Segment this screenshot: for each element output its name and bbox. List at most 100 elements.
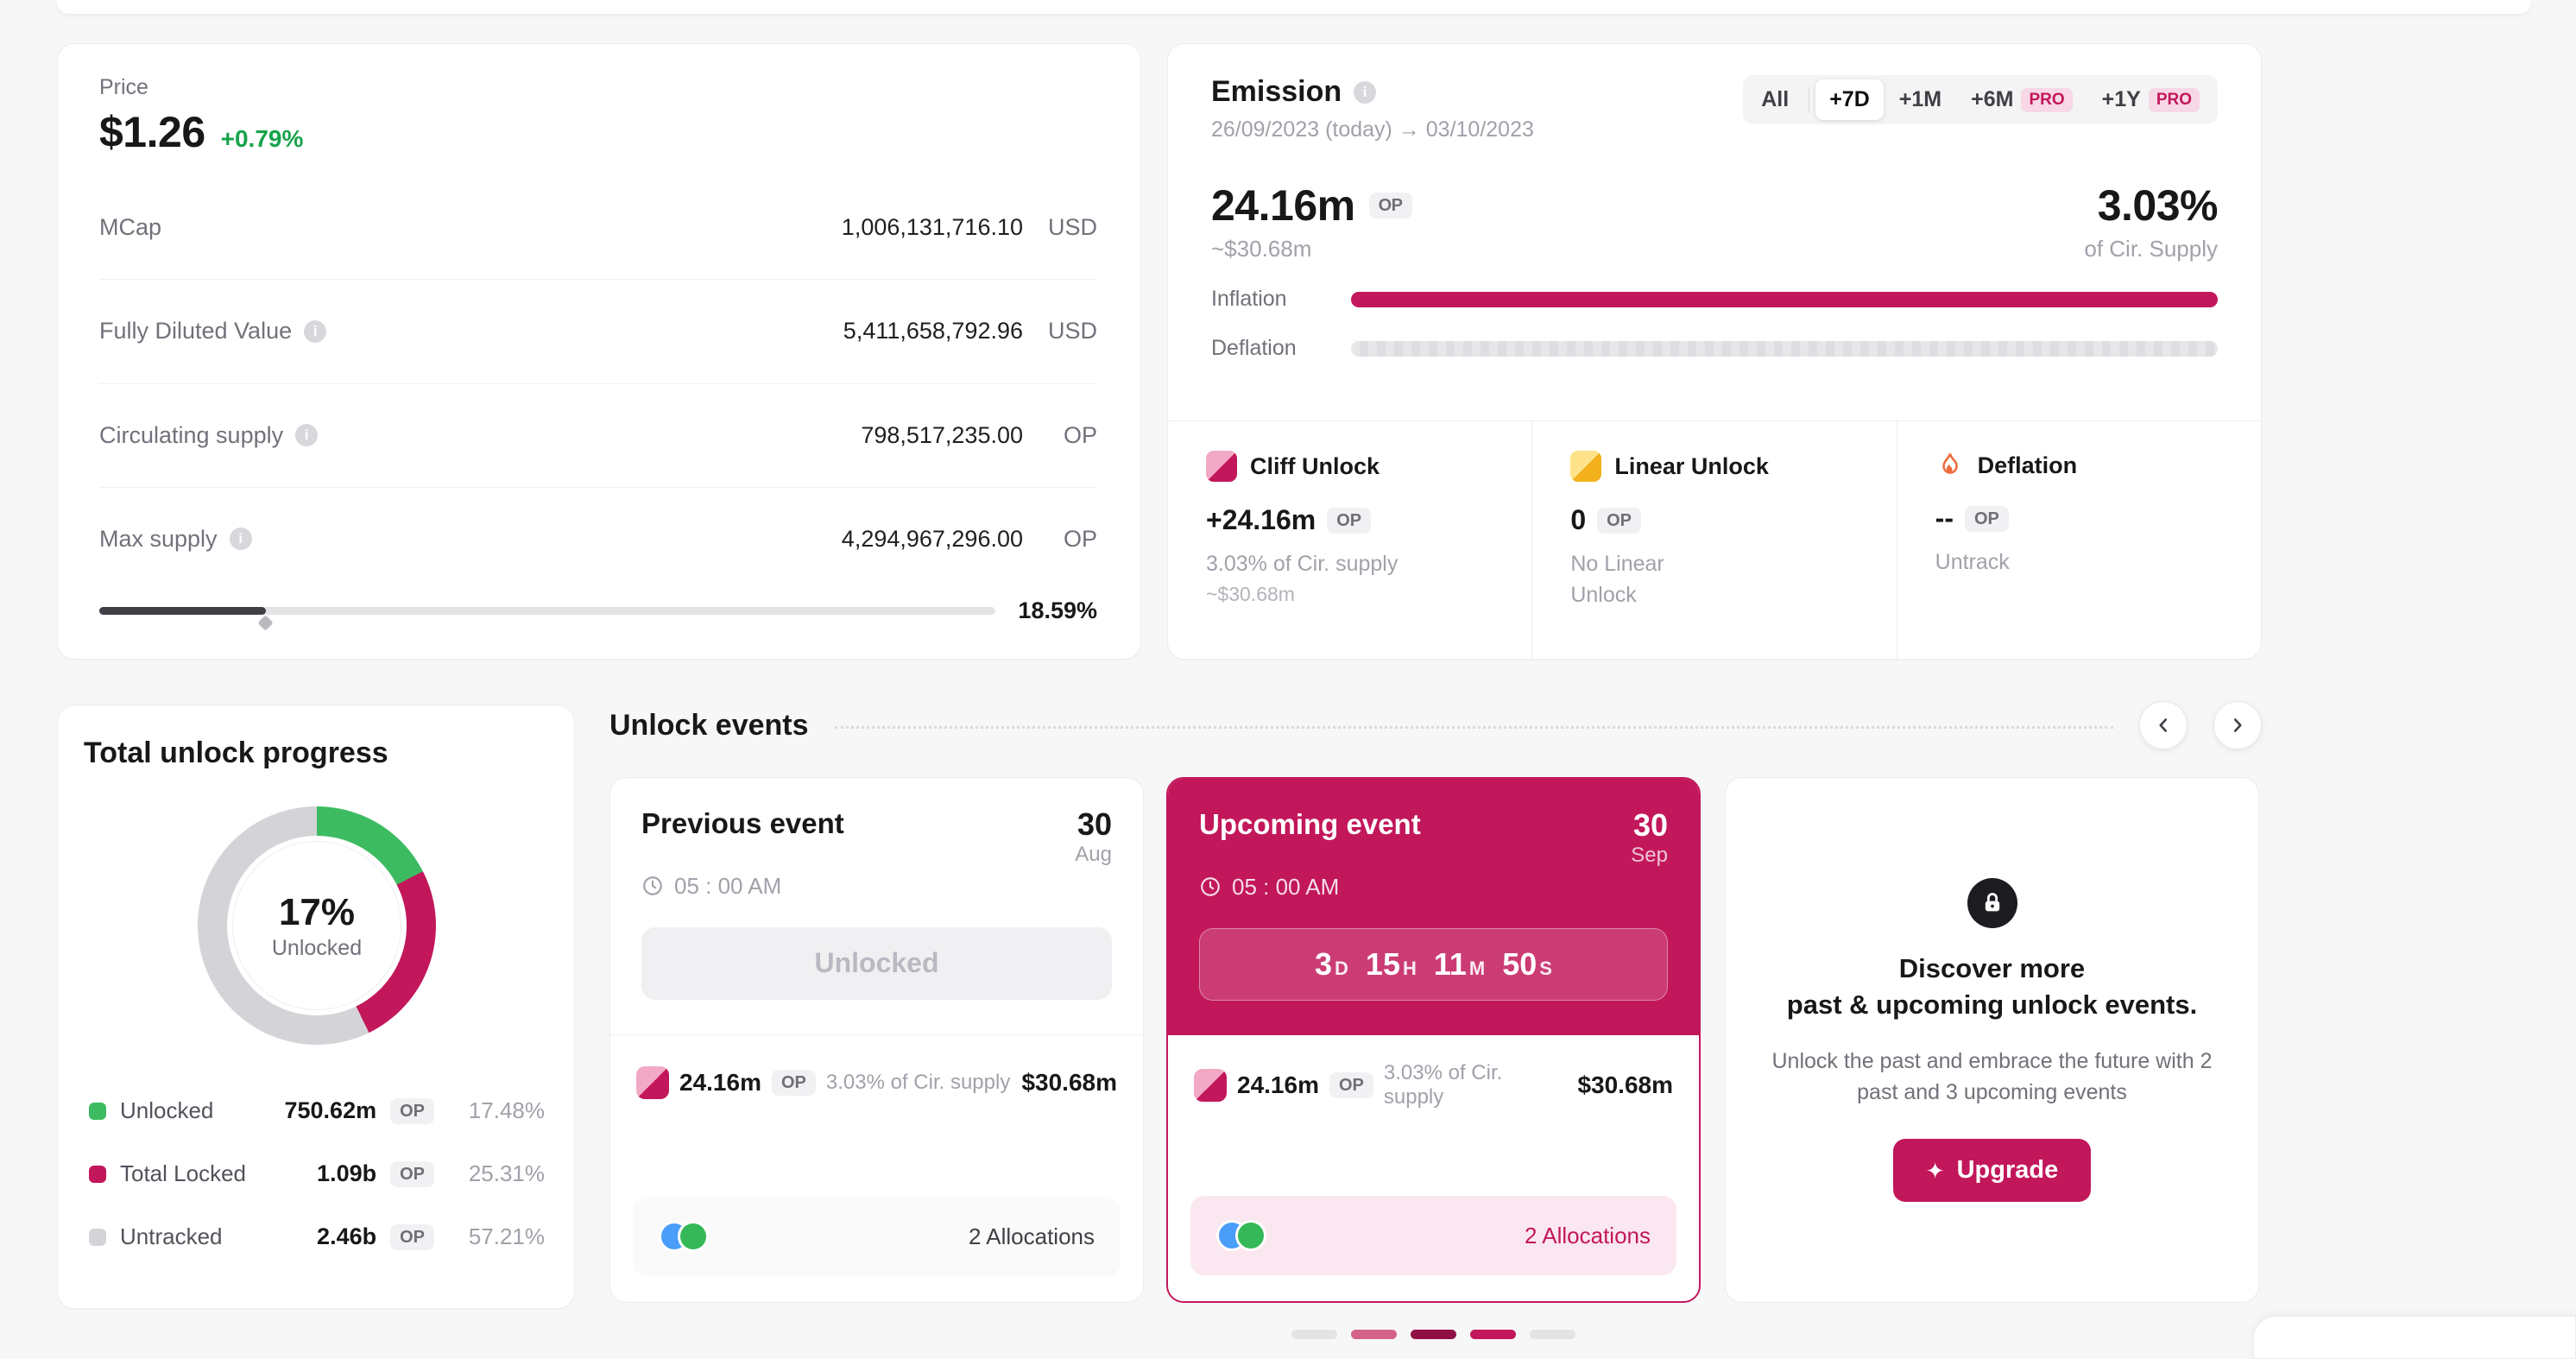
pagination-dot[interactable] (1470, 1330, 1516, 1339)
supply-progress-track[interactable] (99, 607, 996, 631)
pagination-dot[interactable] (1291, 1330, 1337, 1339)
emission-date-range: 26/09/2023 (today) → 03/10/2023 (1211, 117, 1534, 142)
countdown-unit: D (1335, 957, 1348, 979)
stat-row-fdv: Fully Diluted Value i 5,411,658,792.96 U… (99, 280, 1097, 384)
event-amount-row: 24.16m OP 3.03% of Cir. supply $30.68m (610, 1033, 1143, 1130)
pro-badge: PRO (2021, 87, 2073, 112)
info-icon[interactable]: i (295, 424, 319, 447)
event-date: 30 Aug (1075, 807, 1112, 866)
discover-title-line1: Discover more (1898, 952, 2086, 983)
progress-title: Total unlock progress (84, 736, 388, 769)
donut-center: 17% Unlocked (232, 841, 401, 1010)
breakdown-sub: Untrack (1935, 550, 2010, 574)
breakdown-sub: 3.03% of Cir. supply (1206, 552, 1398, 576)
range-button-all[interactable]: All (1747, 79, 1803, 120)
stat-value: 1,006,131,716.10 (841, 214, 1023, 241)
donut-percent: 17% (278, 890, 356, 933)
info-icon[interactable]: i (1354, 80, 1377, 104)
countdown-minutes: 11 M (1434, 946, 1485, 983)
legend-value: 750.62m (284, 1097, 377, 1123)
event-time-text: 05 : 00 AM (674, 872, 782, 899)
range-button-7d[interactable]: +7D (1815, 79, 1884, 120)
lock-badge (1967, 877, 2017, 928)
legend-row-total-locked: Total Locked 1.09b OP 25.31% (84, 1142, 550, 1205)
unlocked-status-button[interactable]: Unlocked (641, 926, 1112, 1000)
token-chart-icon (636, 1065, 669, 1099)
pagination-dot[interactable] (1411, 1330, 1456, 1339)
event-title: Previous event (641, 807, 844, 839)
discover-title: Discover more past & upcoming unlock eve… (1787, 951, 2197, 1023)
deflation-row: Deflation (1211, 336, 2218, 361)
range-button-label: All (1761, 87, 1790, 111)
event-title: Upcoming event (1199, 808, 1421, 840)
legend-label: Total Locked (120, 1160, 246, 1186)
upgrade-button[interactable]: ✦ Upgrade (1892, 1139, 2092, 1203)
range-button-label: +1Y (2101, 87, 2141, 111)
inflation-label: Inflation (1211, 287, 1287, 311)
info-icon[interactable]: i (304, 319, 327, 343)
event-usd: $30.68m (1577, 1071, 1673, 1098)
carousel-next-button[interactable] (2213, 701, 2262, 749)
inflation-row: Inflation (1211, 287, 2218, 312)
emission-percent-label: of Cir. Supply (2084, 236, 2218, 262)
event-month: Aug (1075, 842, 1112, 866)
legend-swatch (89, 1165, 106, 1183)
token-unit-badge: OP (390, 1223, 434, 1250)
supply-progress-percent: 18.59% (1018, 597, 1097, 623)
stat-value: 798,517,235.00 (861, 421, 1023, 448)
pro-badge: PRO (2148, 87, 2200, 112)
allocations-label: 2 Allocations (969, 1223, 1095, 1249)
pagination-dot[interactable] (1530, 1330, 1575, 1339)
stat-row-circulating-supply: Circulating supply i 798,517,235.00 OP (99, 384, 1097, 488)
event-amount-row: 24.16m OP 3.03% of Cir. supply $30.68m (1168, 1035, 1699, 1141)
token-unit-badge: OP (1964, 505, 2009, 532)
range-button-label: +7D (1829, 87, 1870, 111)
corner-widget[interactable] (2253, 1316, 2576, 1359)
token-unit-badge: OP (1327, 507, 1372, 534)
countdown-value: 15 (1365, 945, 1400, 982)
event-footer: 2 Allocations (633, 1197, 1121, 1276)
unlock-events-title: Unlock events (609, 708, 809, 742)
stat-row-max-supply: Max supply i 4,294,967,296.00 OP (99, 488, 1097, 591)
legend-percent: 57.21% (468, 1223, 545, 1249)
chevron-left-icon (2159, 718, 2168, 732)
unlock-donut: 17% Unlocked (198, 806, 436, 1045)
supply-progress-handle[interactable] (257, 615, 274, 631)
pagination-dot[interactable] (1351, 1330, 1397, 1339)
legend-percent: 25.31% (468, 1160, 545, 1186)
legend-value: 2.46b (317, 1223, 377, 1249)
donut-label: Unlocked (271, 935, 363, 960)
stat-unit: USD (1047, 214, 1097, 241)
info-icon[interactable]: i (229, 528, 252, 551)
allocation-avatars (1216, 1220, 1266, 1251)
emission-title: Emission (1211, 75, 1342, 108)
discover-title-line2: past & upcoming unlock events. (1786, 989, 2198, 1020)
legend-row-unlocked: Unlocked 750.62m OP 17.48% (84, 1079, 550, 1142)
token-unit-badge: OP (771, 1069, 816, 1096)
legend-value: 1.09b (317, 1160, 377, 1186)
countdown-value: 3 (1315, 945, 1333, 982)
legend-swatch (89, 1102, 106, 1120)
price-row: $1.26 +0.79% (99, 107, 1097, 157)
range-button-6m[interactable]: +6M PRO (1957, 79, 2087, 120)
dotted-divider (834, 725, 2113, 729)
carousel-prev-button[interactable] (2139, 701, 2188, 749)
breakdown-title: Linear Unlock (1614, 452, 1769, 479)
emission-breakdown: Cliff Unlock +24.16m OP 3.03% of Cir. su… (1168, 420, 2261, 659)
countdown-days: 3 D (1315, 946, 1348, 983)
event-amount: 24.16m (679, 1068, 761, 1096)
inflation-bar (1351, 291, 2218, 307)
linear-unlock-icon (1570, 451, 1602, 482)
allocation-avatars (659, 1221, 709, 1252)
upcoming-event-card[interactable]: Upcoming event 30 Sep 05 : 00 AM 3 D 15 … (1166, 777, 1701, 1303)
token-unit-badge: OP (390, 1097, 434, 1124)
lock-icon (1985, 893, 1999, 912)
emission-header: Emission i 26/09/2023 (today) → 03/10/20… (1211, 75, 2218, 142)
range-button-label: +1M (1898, 87, 1942, 111)
range-button-1m[interactable]: +1M (1885, 79, 1955, 120)
legend-label: Untracked (120, 1223, 223, 1249)
event-percent: 3.03% of Cir. supply (1383, 1060, 1503, 1109)
range-button-1y[interactable]: +1Y PRO (2088, 79, 2213, 120)
event-day: 30 (1076, 806, 1112, 842)
previous-event-card[interactable]: Previous event 30 Aug 05 : 00 AM Unlocke… (609, 777, 1144, 1303)
